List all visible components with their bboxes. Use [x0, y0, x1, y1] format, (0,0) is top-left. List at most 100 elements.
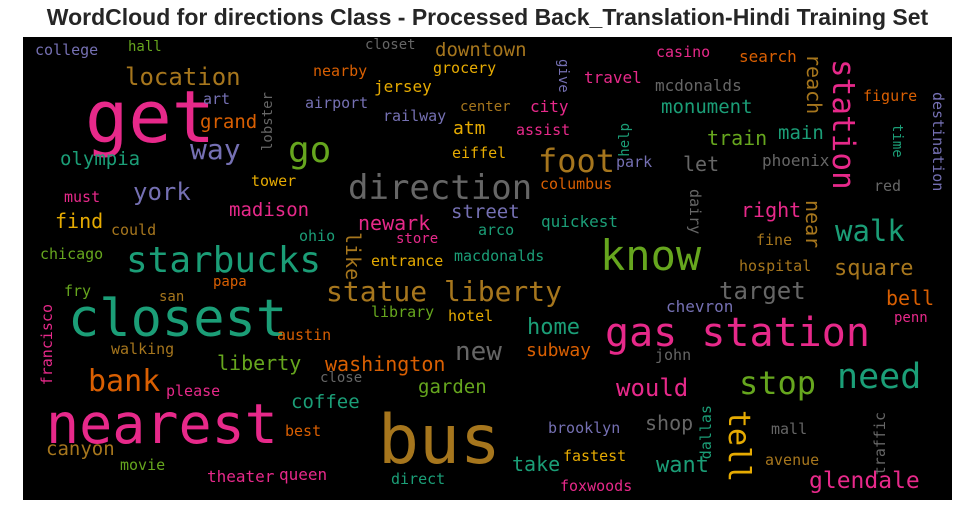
- word-airport: airport: [305, 94, 369, 112]
- word-atm: atm: [453, 118, 486, 139]
- word-direct: direct: [391, 470, 446, 488]
- word-new: new: [455, 337, 502, 367]
- word-chicago: chicago: [40, 245, 104, 263]
- word-downtown: downtown: [435, 39, 527, 61]
- wordcloud-title: WordCloud for directions Class - Process…: [46, 4, 929, 30]
- word-closest: closest: [68, 289, 288, 349]
- word-columbus: columbus: [540, 175, 613, 193]
- word-entrance: entrance: [371, 252, 444, 270]
- word-foxwoods: foxwoods: [560, 477, 633, 495]
- word-destination: destination: [929, 92, 947, 192]
- word-tell: tell: [721, 410, 756, 483]
- word-reach: reach: [802, 54, 826, 115]
- word-best: best: [285, 422, 322, 440]
- word-macdonalds: macdonalds: [454, 247, 545, 265]
- word-right: right: [741, 198, 802, 222]
- word-hospital: hospital: [739, 257, 812, 275]
- word-olympia: olympia: [60, 148, 141, 170]
- word-austin: austin: [277, 326, 332, 344]
- word-assist: assist: [516, 121, 571, 139]
- word-let: let: [683, 152, 720, 176]
- word-help: help: [617, 123, 633, 157]
- word-search: search: [739, 47, 797, 66]
- word-city: city: [530, 97, 569, 116]
- word-madison: madison: [229, 199, 310, 221]
- word-bank: bank: [88, 364, 161, 399]
- word-monument: monument: [661, 96, 753, 118]
- word-dallas: dallas: [697, 405, 715, 460]
- word-fry: fry: [64, 282, 92, 300]
- word-papa: papa: [213, 274, 247, 290]
- word-statue-liberty: statue liberty: [326, 275, 563, 308]
- word-ohio: ohio: [299, 227, 336, 245]
- word-canyon: canyon: [46, 438, 115, 460]
- word-station: station: [825, 59, 861, 190]
- word-like: like: [341, 232, 365, 281]
- word-near: near: [801, 200, 825, 249]
- word-hotel: hotel: [448, 307, 494, 325]
- word-john: john: [655, 346, 692, 364]
- word-phoenix: phoenix: [762, 151, 830, 170]
- word-fine: fine: [756, 231, 793, 249]
- word-jersey: jersey: [374, 77, 432, 96]
- word-home: home: [527, 315, 580, 340]
- word-garden: garden: [418, 376, 487, 398]
- word-main: main: [778, 122, 824, 144]
- word-coffee: coffee: [291, 391, 360, 413]
- word-queen: queen: [279, 465, 328, 484]
- word-movie: movie: [120, 456, 166, 474]
- word-nearest: nearest: [46, 392, 278, 456]
- word-glendale: glendale: [809, 468, 920, 494]
- word-hall: hall: [128, 39, 162, 55]
- word-railway: railway: [383, 107, 447, 125]
- word-walking: walking: [111, 340, 175, 358]
- word-park: park: [616, 153, 653, 171]
- word-lobster: lobster: [260, 92, 276, 152]
- word-train: train: [707, 126, 768, 150]
- word-store: store: [396, 231, 439, 247]
- word-center: center: [460, 99, 511, 115]
- word-casino: casino: [656, 43, 711, 61]
- word-san: san: [159, 289, 185, 305]
- word-art: art: [203, 90, 231, 108]
- word-college: college: [35, 41, 99, 59]
- word-figure: figure: [863, 87, 918, 105]
- word-theater: theater: [207, 467, 275, 486]
- word-close: close: [320, 370, 363, 386]
- word-could: could: [111, 221, 157, 239]
- word-need: need: [837, 357, 922, 397]
- word-liberty: liberty: [217, 351, 302, 375]
- word-avenue: avenue: [765, 451, 820, 469]
- word-way: way: [190, 133, 241, 166]
- word-traffic: traffic: [871, 412, 889, 476]
- word-want: want: [656, 453, 709, 478]
- word-tower: tower: [251, 172, 297, 190]
- word-street: street: [451, 201, 520, 223]
- word-square: square: [834, 256, 914, 281]
- word-target: target: [719, 277, 806, 305]
- word-nearby: nearby: [313, 62, 368, 80]
- word-quickest: quickest: [541, 212, 619, 231]
- word-stop: stop: [739, 364, 817, 402]
- word-travel: travel: [584, 68, 642, 87]
- word-go: go: [288, 130, 332, 171]
- word-dairy: dairy: [686, 189, 704, 235]
- word-find: find: [55, 209, 104, 233]
- word-eiffel: eiffel: [452, 144, 507, 162]
- word-washington: washington: [325, 352, 446, 376]
- word-mall: mall: [771, 420, 808, 438]
- word-give: give: [555, 59, 571, 93]
- word-grocery: grocery: [433, 59, 497, 77]
- word-cloud: college hall closet downtown casino sear…: [23, 37, 952, 500]
- word-bell: bell: [886, 286, 935, 310]
- word-arco: arco: [478, 221, 515, 239]
- word-would: would: [616, 374, 689, 402]
- word-foot: foot: [538, 142, 616, 180]
- word-please: please: [166, 382, 221, 400]
- word-brooklyn: brooklyn: [548, 419, 621, 437]
- word-subway: subway: [526, 340, 592, 361]
- word-time: time: [889, 124, 905, 158]
- word-must: must: [64, 188, 101, 206]
- word-location: location: [125, 63, 241, 91]
- word-closet: closet: [365, 37, 416, 53]
